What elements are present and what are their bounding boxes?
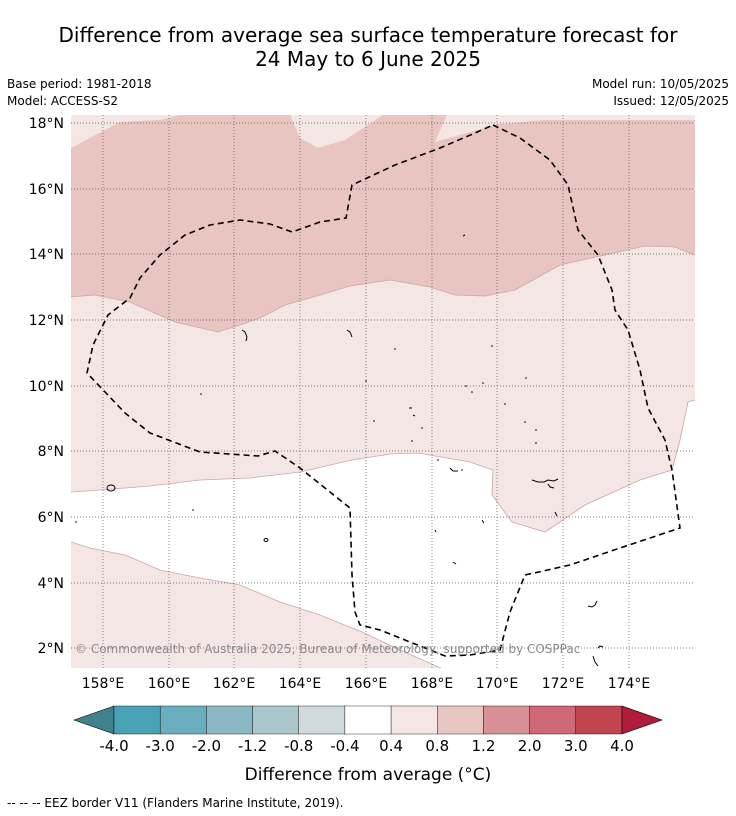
model-label: Model: ACCESS-S2 xyxy=(7,94,119,108)
colorbar-extend-high xyxy=(621,705,663,735)
lon-label: 166°E xyxy=(345,676,388,692)
anomaly-band-notch xyxy=(435,115,495,142)
lat-label: 16°N xyxy=(29,182,64,198)
colorbar-swatch xyxy=(206,705,253,735)
anomaly-band-0.4-0.8-south xyxy=(71,542,441,668)
colorbar-tick-label: 0.8 xyxy=(425,737,449,755)
colorbar-tick-label: 0.4 xyxy=(379,737,403,755)
colorbar-swatch xyxy=(575,705,623,735)
colorbar-tick-label: 1.2 xyxy=(472,737,496,755)
colorbar-tick-label: -1.2 xyxy=(238,737,267,755)
lat-label: 12°N xyxy=(29,313,64,329)
lat-label: 14°N xyxy=(29,247,64,263)
colorbar: -4.0 -3.0 -2.0 -1.2 -0.8 -0.4 0.4 0.8 1.2 2.0 3.0 4… xyxy=(73,705,663,755)
lat-label: 8°N xyxy=(38,444,64,460)
colorbar-swatch xyxy=(344,705,392,735)
lon-label: 172°E xyxy=(542,676,585,692)
colorbar-tick-label: -0.4 xyxy=(330,737,359,755)
colorbar-tick-label: 3.0 xyxy=(564,737,588,755)
lat-label: 6°N xyxy=(38,510,64,526)
lon-label: 158°E xyxy=(82,676,125,692)
colorbar-swatch xyxy=(113,705,161,735)
chart-title-line2: 24 May to 6 June 2025 xyxy=(255,47,481,71)
anomaly-band-0.8-1.2 xyxy=(71,115,695,332)
lon-label: 160°E xyxy=(148,676,191,692)
latitude-labels: 18°N 16°N 14°N 12°N 10°N 8°N 6°N 4°N 2°N xyxy=(29,116,64,657)
eez-legend-note: -- -- -- EEZ border V11 (Flanders Marine… xyxy=(7,796,344,810)
copyright-notice: © Commonwealth of Australia 2025, Bureau… xyxy=(75,642,580,656)
lat-label: 4°N xyxy=(38,576,64,592)
issued-label: Issued: 12/05/2025 xyxy=(613,94,729,108)
colorbar-swatch xyxy=(529,705,577,735)
lon-label: 162°E xyxy=(213,676,256,692)
lat-label: 2°N xyxy=(38,641,64,657)
lon-label: 170°E xyxy=(476,676,519,692)
map-gridlines xyxy=(71,115,695,668)
colorbar-tick-label: 4.0 xyxy=(610,737,634,755)
chart-title-line1: Difference from average sea surface temp… xyxy=(58,23,678,47)
colorbar-extend-low xyxy=(73,705,115,735)
colorbar-swatch xyxy=(437,705,484,735)
colorbar-swatch xyxy=(298,705,346,735)
colorbar-tick-label: -2.0 xyxy=(192,737,221,755)
colorbar-tick-label: -3.0 xyxy=(146,737,175,755)
longitude-labels: 158°E 160°E 162°E 164°E 166°E 168°E 170°… xyxy=(82,676,651,692)
colorbar-swatch xyxy=(159,705,207,735)
colorbar-swatch xyxy=(252,705,299,735)
colorbar-tick-label: 2.0 xyxy=(518,737,542,755)
lon-label: 164°E xyxy=(279,676,322,692)
lon-label: 168°E xyxy=(411,676,454,692)
lon-label: 174°E xyxy=(608,676,651,692)
colorbar-tick-label: -0.8 xyxy=(284,737,313,755)
sst-anomaly-map: © Commonwealth of Australia 2025, Bureau… xyxy=(71,115,695,668)
lat-label: 10°N xyxy=(29,379,64,395)
colorbar-swatch xyxy=(483,705,530,735)
colorbar-swatch xyxy=(390,705,438,735)
colorbar-label: Difference from average (°C) xyxy=(245,765,492,785)
lat-label: 18°N xyxy=(29,116,64,132)
base-period-label: Base period: 1981-2018 xyxy=(7,77,152,91)
islands xyxy=(106,234,604,667)
model-run-label: Model run: 10/05/2025 xyxy=(591,77,729,91)
colorbar-tick-label: -4.0 xyxy=(99,737,128,755)
eez-border xyxy=(86,124,681,657)
